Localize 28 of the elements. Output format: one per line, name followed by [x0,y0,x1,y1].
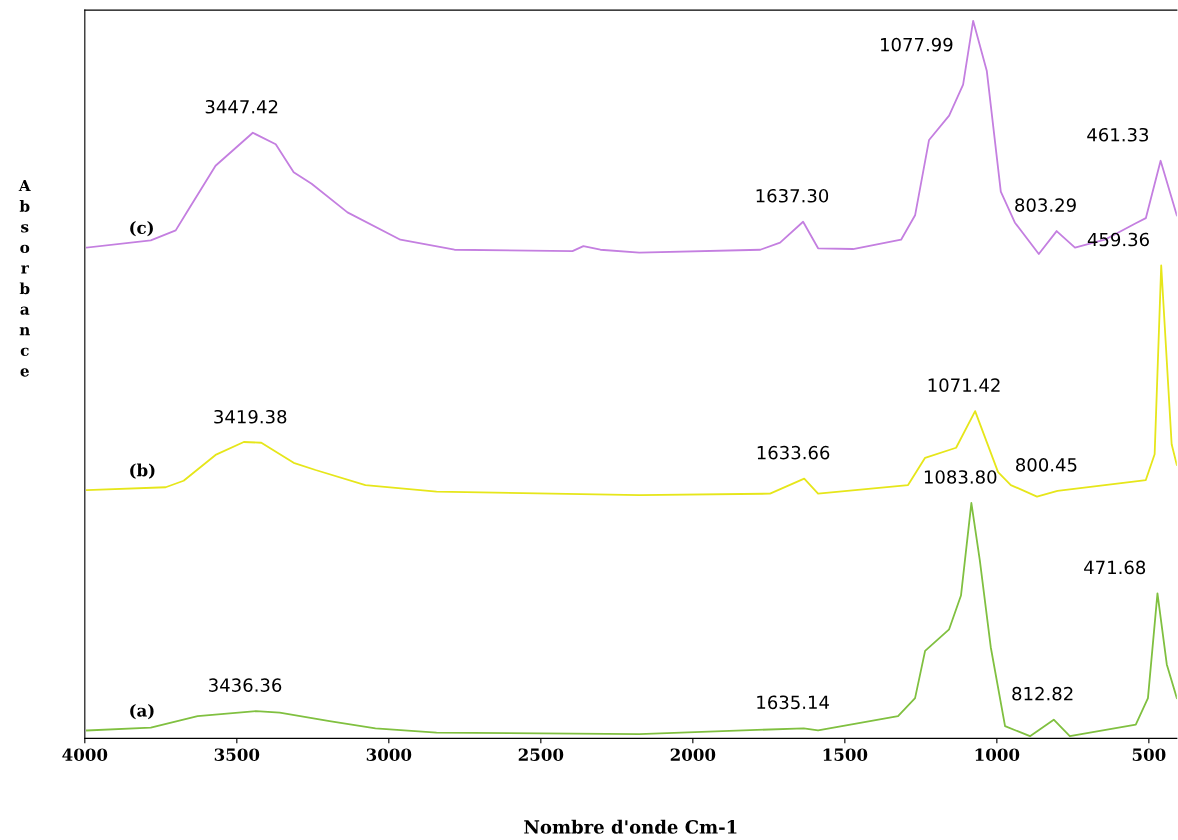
x-tick-label: 4000 [62,748,108,761]
annotation: 461.33 [1087,127,1149,142]
x-tick-label: 3500 [214,748,260,761]
series-label: (b) [130,463,155,479]
annotation: 1635.14 [757,695,829,710]
annotation: 1637.30 [756,188,829,203]
x-tick-label: 3000 [366,748,412,761]
series-label: (c) [130,221,153,237]
x-axis-title: Nombre d'onde Cm-1 [524,819,737,834]
annotation: 471.68 [1084,560,1146,575]
annotation: 1077.99 [881,37,953,52]
annotation: 803.29 [1015,198,1076,212]
text: Absorbance [18,179,31,377]
x-tick-label: 1000 [975,748,1020,761]
annotation: 812.82 [1012,686,1073,701]
annotation: 1083.80 [924,470,997,484]
x-tick-label: 1500 [823,748,868,761]
series-label: (a) [130,703,154,720]
annotation: 459.36 [1087,232,1149,247]
annotation: 1071.42 [928,378,1000,392]
annotation: 3436.36 [209,678,282,692]
annotation: 800.45 [1016,457,1077,472]
x-tick-label: 2500 [518,748,564,761]
x-tick-label: 2000 [670,748,716,761]
annotation: 3419.38 [214,409,287,424]
annotation: 1633.66 [757,445,830,460]
x-tick-label: 500 [1132,748,1166,761]
annotation: 3447.42 [205,99,278,114]
